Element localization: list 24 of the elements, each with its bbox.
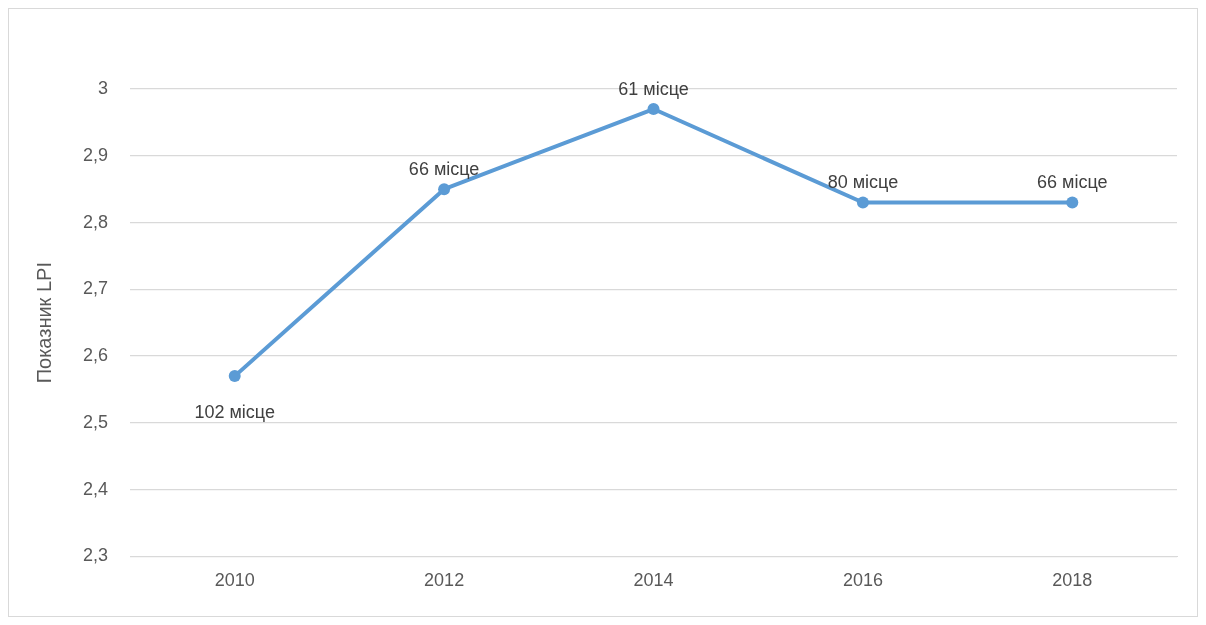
x-tick-label: 2014 — [633, 570, 674, 591]
y-tick-label: 2,8 — [82, 211, 109, 232]
x-tick-label: 2016 — [842, 570, 883, 591]
y-tick-label: 2,9 — [82, 144, 109, 165]
point — [228, 370, 241, 383]
y-tick-label: 2,6 — [82, 345, 109, 366]
point — [1066, 196, 1079, 209]
annotation: 66 місце — [1037, 172, 1108, 193]
point — [856, 196, 869, 209]
y-tick-label: 3 — [98, 77, 109, 98]
y-tick-label: 2,7 — [82, 278, 109, 299]
x-tick-label: 2012 — [424, 570, 465, 591]
x-tick-label: 2018 — [1052, 570, 1093, 591]
x-tick-label: 2010 — [214, 570, 255, 591]
point — [438, 183, 451, 196]
point — [647, 103, 660, 116]
y-tick-label: 2,4 — [82, 478, 109, 499]
y-tick-label: 2,3 — [82, 545, 109, 566]
annotation: 80 місце — [827, 172, 899, 193]
y-tick-label: 2,5 — [82, 411, 109, 432]
annotation: 66 місце — [408, 159, 480, 180]
annotation: 61 місце — [618, 79, 689, 99]
y-axis-title: Показник LPI — [32, 262, 55, 384]
annotation: 102 місце — [194, 402, 275, 423]
